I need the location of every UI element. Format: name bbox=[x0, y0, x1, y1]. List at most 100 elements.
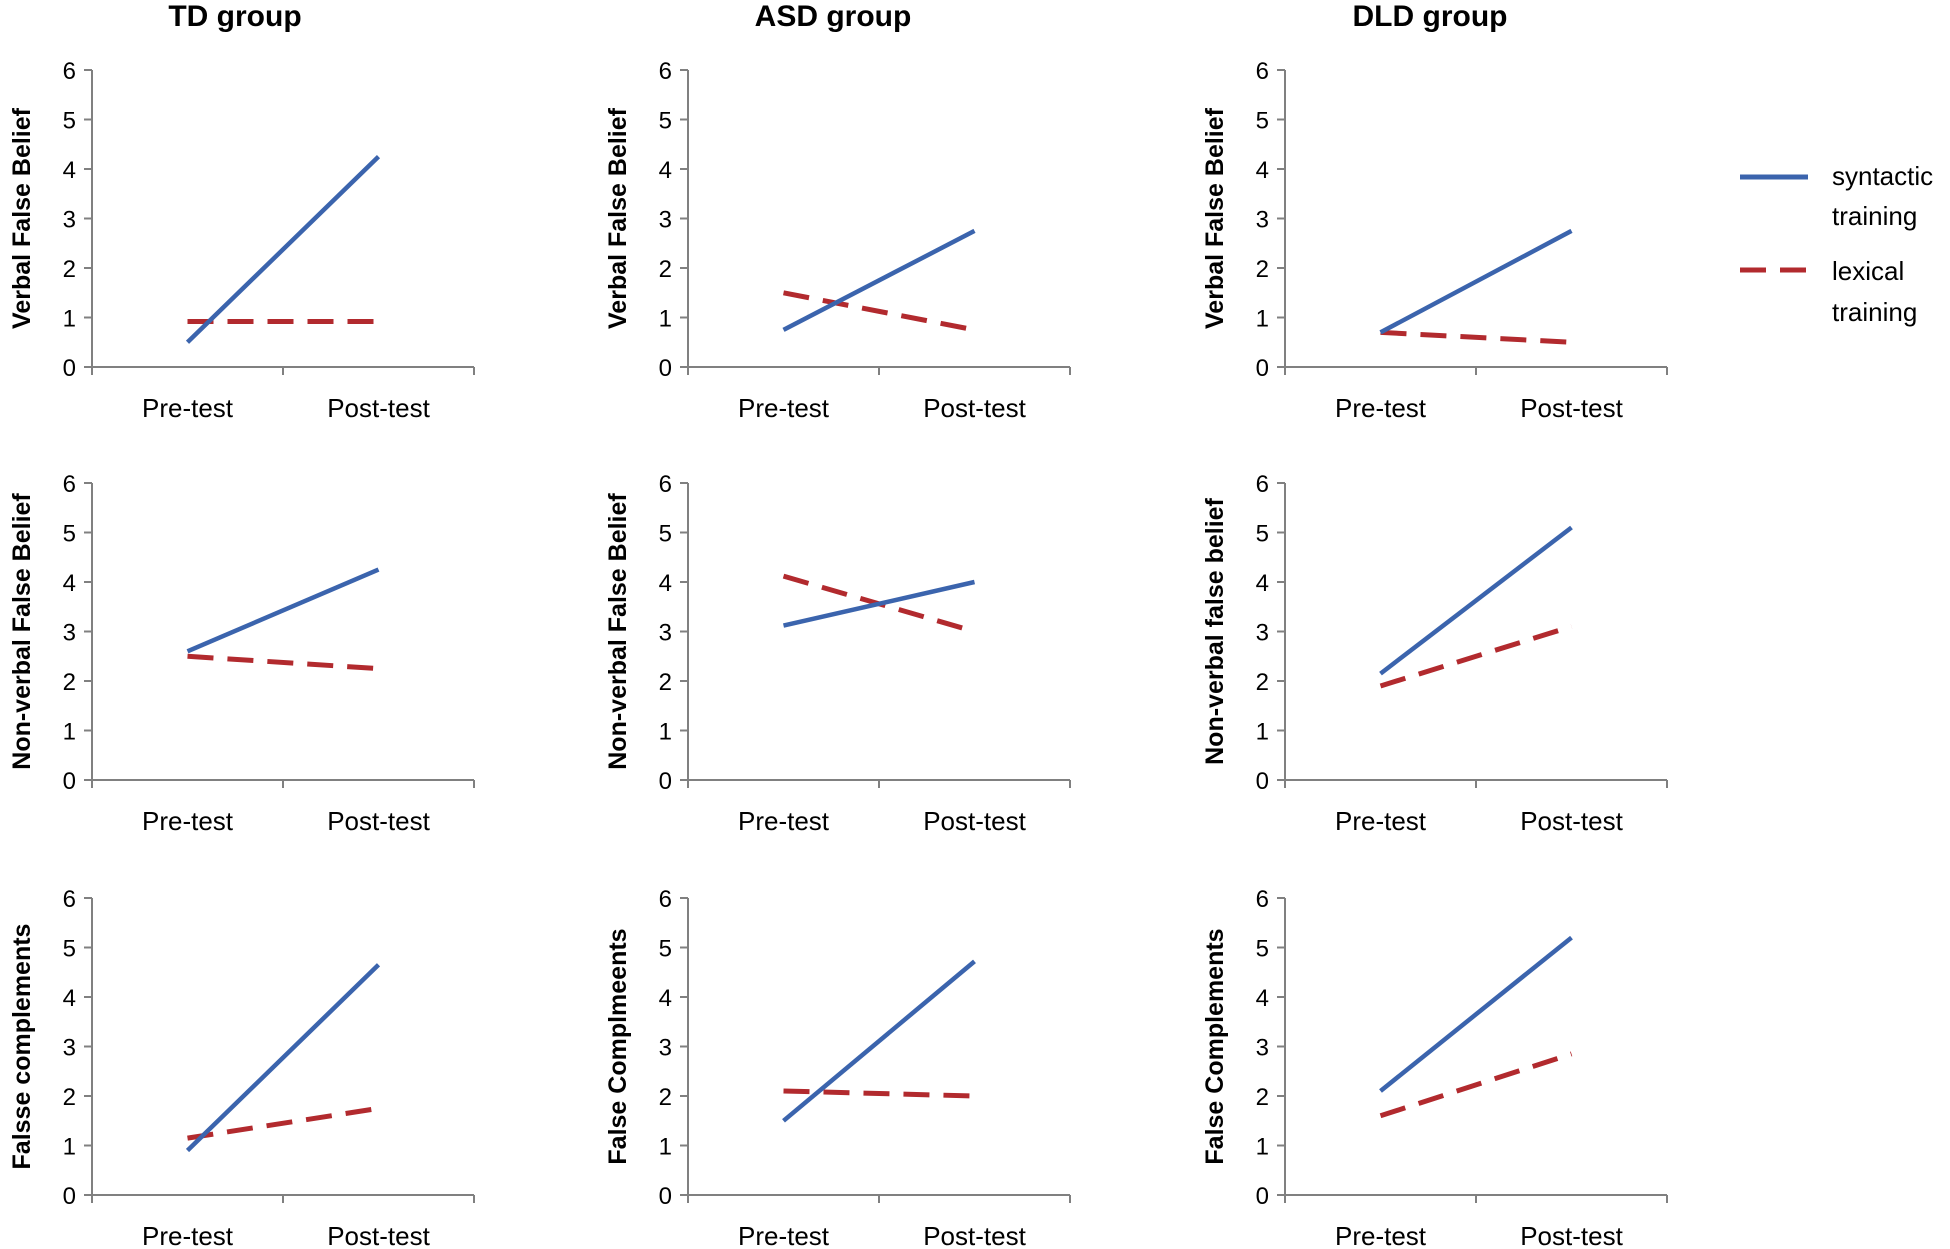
y-tick-label: 5 bbox=[63, 108, 76, 135]
y-tick-label: 3 bbox=[659, 207, 672, 234]
y-tick-label: 2 bbox=[1256, 669, 1269, 696]
y-tick-label: 6 bbox=[659, 471, 672, 498]
y-tick-label: 2 bbox=[63, 669, 76, 696]
y-tick-label: 1 bbox=[659, 719, 672, 746]
y-tick-label: 1 bbox=[659, 1134, 672, 1161]
y-tick-label: 0 bbox=[659, 1183, 672, 1210]
y-tick-label: 0 bbox=[63, 1183, 76, 1210]
y-tick-label: 1 bbox=[63, 306, 76, 333]
x-category-label: Post-test bbox=[1520, 1221, 1623, 1249]
panel-7: 0 1 2 3 4 5 6 Pre-test Post-test Falsse complemen… bbox=[8, 886, 474, 1249]
y-tick-label: 6 bbox=[63, 471, 76, 498]
y-tick-label: 2 bbox=[63, 1084, 76, 1111]
lexical-training-line bbox=[188, 656, 379, 668]
y-tick-label: 2 bbox=[659, 1084, 672, 1111]
chart-panels: 0 1 2 3 4 5 6 Pre-test Post-test Verbal False Bel… bbox=[8, 58, 1667, 1249]
column-title: TD group bbox=[168, 0, 301, 33]
y-tick-label: 4 bbox=[1256, 570, 1269, 597]
x-category-label: Pre-test bbox=[142, 393, 234, 423]
y-tick-label: 2 bbox=[659, 256, 672, 283]
y-tick-label: 6 bbox=[63, 886, 76, 913]
x-category-label: Post-test bbox=[1520, 806, 1623, 836]
syntactic-training-line bbox=[784, 582, 975, 626]
column-titles: TD group ASD group DLD group bbox=[168, 0, 1507, 33]
y-axis-title: False Complements bbox=[1201, 928, 1229, 1164]
y-tick-label: 6 bbox=[1256, 58, 1269, 85]
y-tick-label: 1 bbox=[659, 306, 672, 333]
panel-8: 0 1 2 3 4 5 6 Pre-test Post-test False Complmeent… bbox=[604, 886, 1070, 1249]
y-tick-label: 2 bbox=[659, 669, 672, 696]
y-tick-label: 0 bbox=[1256, 1183, 1269, 1210]
panel-4: 0 1 2 3 4 5 6 Pre-test Post-test Non-verbal False… bbox=[8, 471, 474, 836]
y-tick-label: 0 bbox=[659, 768, 672, 795]
legend-label: lexical bbox=[1832, 256, 1904, 286]
y-tick-label: 5 bbox=[659, 521, 672, 548]
column-title: ASD group bbox=[755, 0, 912, 33]
x-category-label: Post-test bbox=[923, 806, 1026, 836]
y-tick-label: 0 bbox=[1256, 768, 1269, 795]
panel-2: 0 1 2 3 4 5 6 Pre-test Post-test Verbal False Bel… bbox=[604, 58, 1070, 423]
y-tick-label: 4 bbox=[659, 157, 672, 184]
legend-label: training bbox=[1832, 297, 1917, 327]
syntactic-training-line bbox=[1381, 231, 1572, 333]
panel-3: 0 1 2 3 4 5 6 Pre-test Post-test Verbal False Bel… bbox=[1201, 58, 1667, 423]
syntactic-training-line bbox=[188, 570, 379, 652]
y-tick-label: 1 bbox=[1256, 1134, 1269, 1161]
x-category-label: Pre-test bbox=[1335, 393, 1427, 423]
x-category-label: Pre-test bbox=[142, 1221, 234, 1249]
x-category-label: Post-test bbox=[327, 393, 430, 423]
x-category-label: Pre-test bbox=[142, 806, 234, 836]
y-tick-label: 0 bbox=[63, 768, 76, 795]
lexical-training-line bbox=[1381, 332, 1572, 342]
y-tick-label: 2 bbox=[1256, 256, 1269, 283]
y-tick-label: 5 bbox=[63, 936, 76, 963]
y-axis-title: Verbal False Belief bbox=[1201, 107, 1229, 329]
syntactic-training-line bbox=[1381, 938, 1572, 1091]
y-axis-title: Verbal False Belief bbox=[8, 107, 36, 329]
legend-label: training bbox=[1832, 201, 1917, 231]
y-tick-label: 2 bbox=[63, 256, 76, 283]
y-tick-label: 0 bbox=[659, 355, 672, 382]
lexical-training-line bbox=[784, 293, 975, 330]
x-category-label: Post-test bbox=[327, 1221, 430, 1249]
y-tick-label: 0 bbox=[1256, 355, 1269, 382]
y-tick-label: 6 bbox=[659, 58, 672, 85]
y-axis-title: Verbal False Belief bbox=[604, 107, 632, 329]
syntactic-training-line bbox=[784, 231, 975, 330]
y-axis-title: Falsse complements bbox=[8, 924, 36, 1170]
y-tick-label: 3 bbox=[63, 207, 76, 234]
legend-label: syntactic bbox=[1832, 161, 1933, 191]
x-category-label: Post-test bbox=[923, 393, 1026, 423]
y-tick-label: 5 bbox=[1256, 936, 1269, 963]
y-tick-label: 4 bbox=[63, 157, 76, 184]
y-tick-label: 6 bbox=[63, 58, 76, 85]
y-axis-title: Non-verbal False Belief bbox=[8, 493, 36, 770]
x-category-label: Post-test bbox=[923, 1221, 1026, 1249]
y-tick-label: 1 bbox=[1256, 719, 1269, 746]
y-axis-title: Non-verbal false belief bbox=[1201, 497, 1229, 764]
y-tick-label: 5 bbox=[1256, 521, 1269, 548]
y-tick-label: 4 bbox=[1256, 985, 1269, 1012]
y-tick-label: 2 bbox=[1256, 1084, 1269, 1111]
y-tick-label: 5 bbox=[659, 936, 672, 963]
y-tick-label: 4 bbox=[63, 985, 76, 1012]
y-tick-label: 1 bbox=[63, 1134, 76, 1161]
y-tick-label: 5 bbox=[63, 521, 76, 548]
y-tick-label: 6 bbox=[1256, 886, 1269, 913]
x-category-label: Pre-test bbox=[738, 806, 830, 836]
y-tick-label: 6 bbox=[659, 886, 672, 913]
x-category-label: Pre-test bbox=[738, 1221, 830, 1249]
panel-6: 0 1 2 3 4 5 6 Pre-test Post-test Non-verbal false… bbox=[1201, 471, 1667, 836]
y-tick-label: 3 bbox=[1256, 1035, 1269, 1062]
y-tick-label: 3 bbox=[63, 1035, 76, 1062]
y-tick-label: 6 bbox=[1256, 471, 1269, 498]
lexical-training-line bbox=[1381, 627, 1572, 687]
y-tick-label: 3 bbox=[1256, 620, 1269, 647]
y-tick-label: 3 bbox=[1256, 207, 1269, 234]
y-tick-label: 4 bbox=[659, 985, 672, 1012]
y-tick-label: 4 bbox=[63, 570, 76, 597]
x-category-label: Post-test bbox=[1520, 393, 1623, 423]
y-tick-label: 3 bbox=[659, 620, 672, 647]
y-tick-label: 5 bbox=[1256, 108, 1269, 135]
y-axis-title: Non-verbal False Belief bbox=[604, 493, 632, 770]
